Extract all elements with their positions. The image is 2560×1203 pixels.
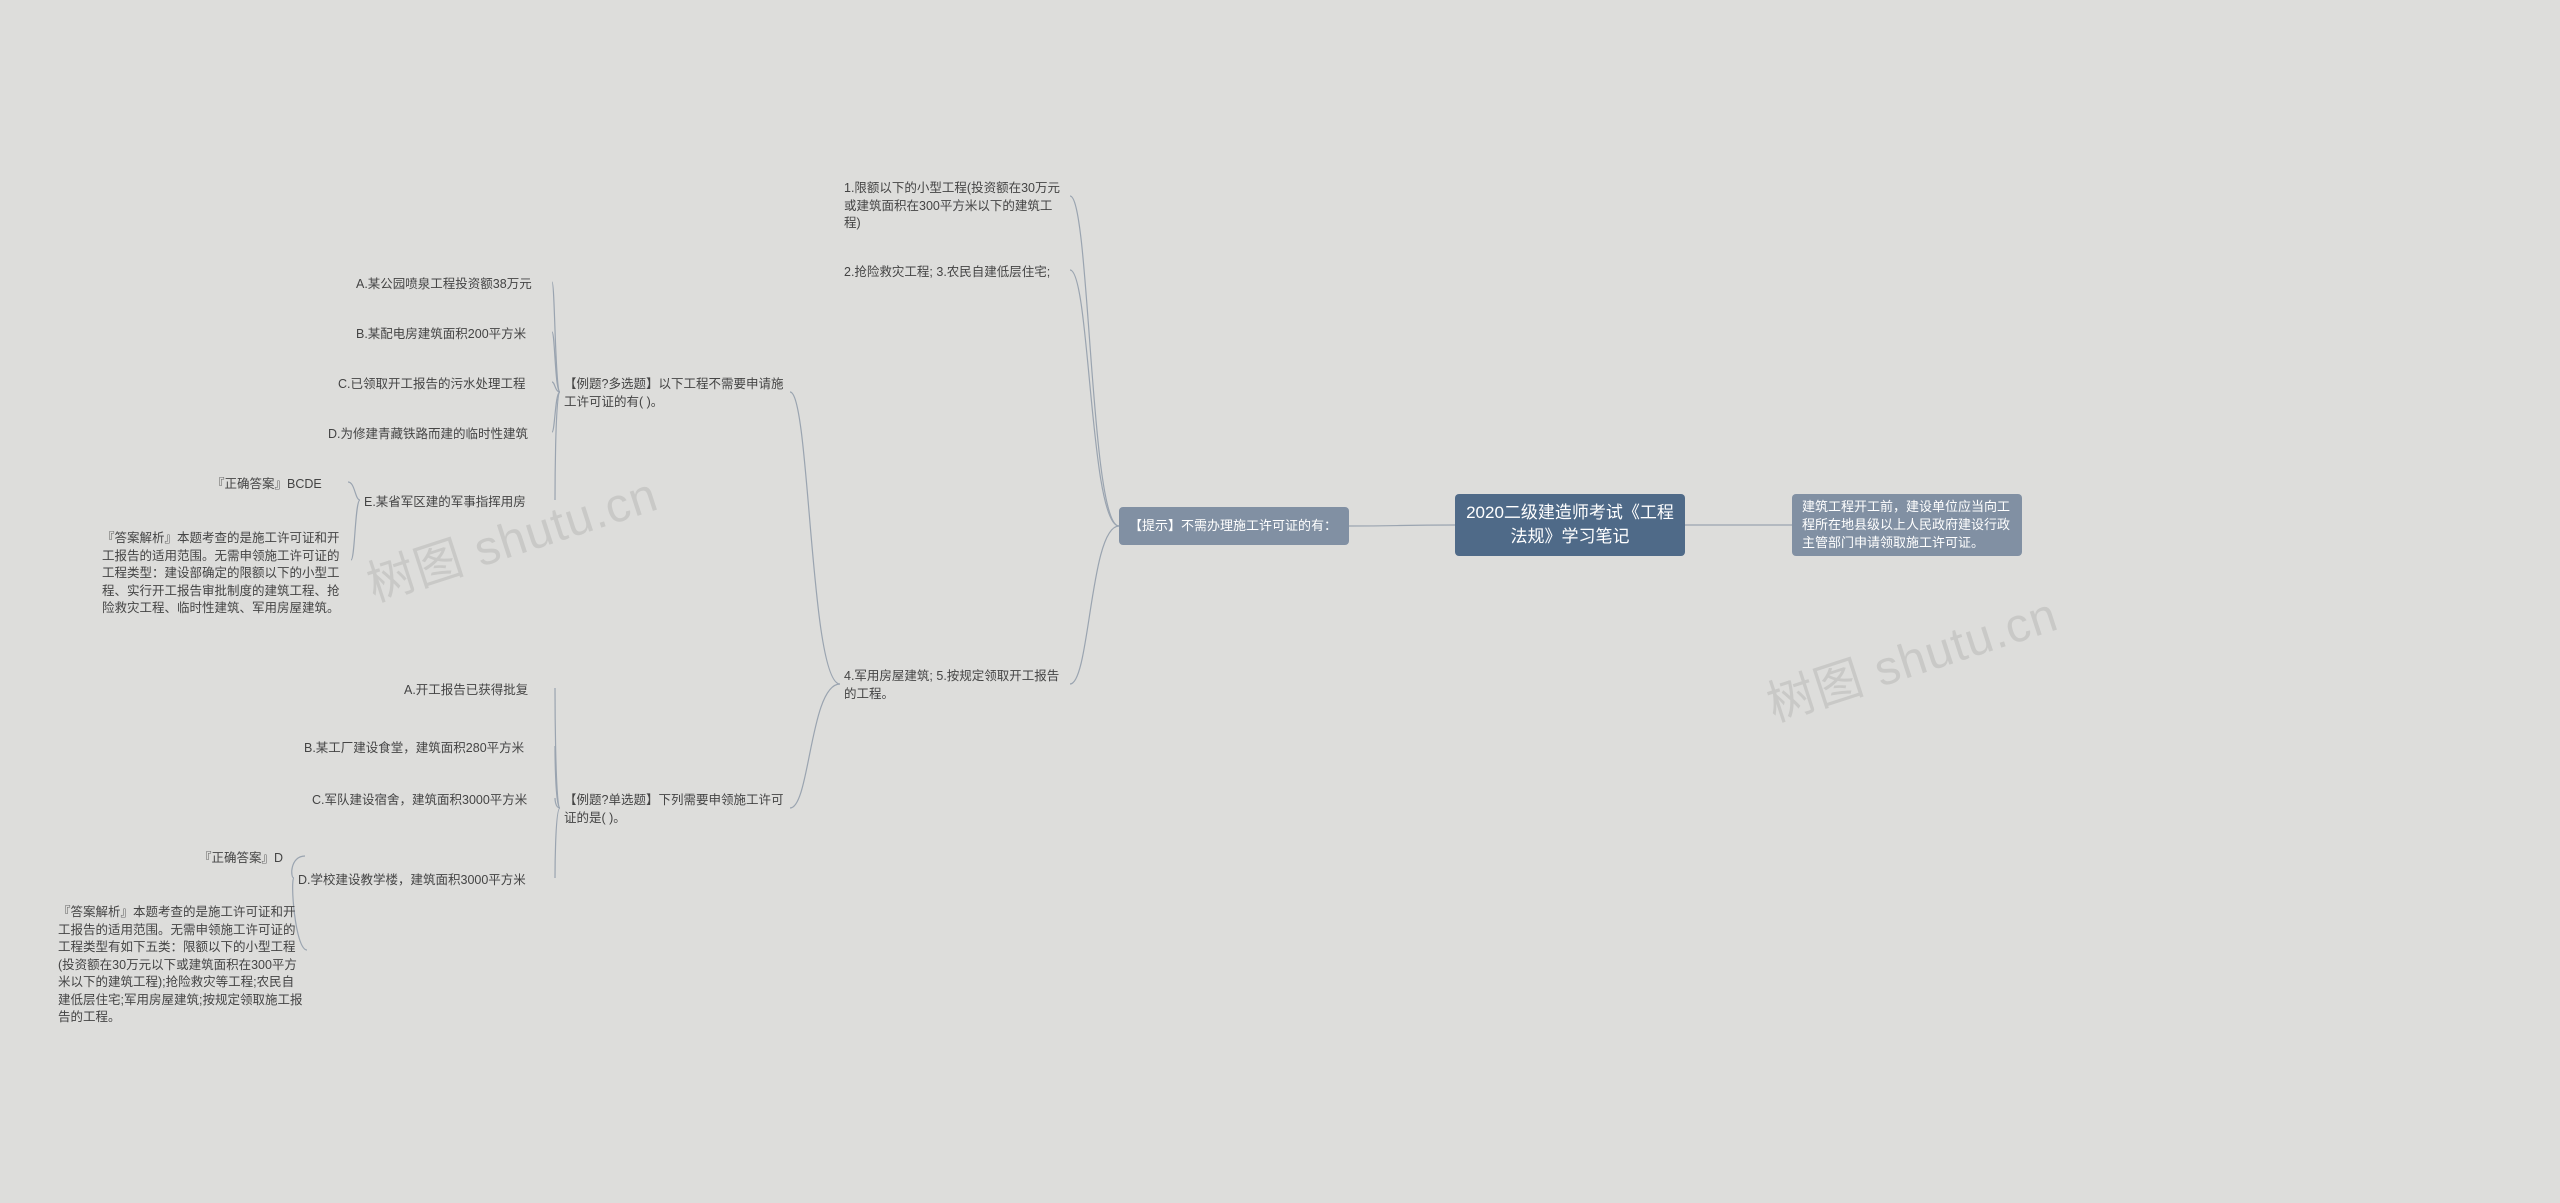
- q1-answer: 『正确答案』BCDE: [208, 474, 348, 496]
- q1-option-e[interactable]: E.某省军区建的军事指挥用房: [360, 492, 555, 514]
- watermark-1: 树图 shutu.cn: [357, 455, 666, 615]
- connector-layer: [0, 0, 2560, 1203]
- left-child-tip[interactable]: 【提示】不需办理施工许可证的有：: [1119, 507, 1349, 545]
- q2-option-b[interactable]: B.某工厂建设食堂，建筑面积280平方米: [300, 738, 555, 760]
- q1-option-a[interactable]: A.某公园喷泉工程投资额38万元: [352, 274, 552, 296]
- q2-option-c[interactable]: C.军队建设宿舍，建筑面积3000平方米: [308, 790, 555, 812]
- question-1[interactable]: 【例题?多选题】以下工程不需要申请施工许可证的有( )。: [560, 374, 790, 413]
- q1-option-d[interactable]: D.为修建青藏铁路而建的临时性建筑: [324, 424, 552, 446]
- q2-option-d[interactable]: D.学校建设教学楼，建筑面积3000平方米: [294, 870, 555, 892]
- tip-item-2-3[interactable]: 2.抢险救灾工程; 3.农民自建低层住宅;: [840, 262, 1070, 284]
- question-2[interactable]: 【例题?单选题】下列需要申领施工许可证的是( )。: [560, 790, 790, 829]
- watermark-2: 树图 shutu.cn: [1757, 575, 2066, 735]
- tip-item-1[interactable]: 1.限额以下的小型工程(投资额在30万元或建筑面积在300平方米以下的建筑工程): [840, 178, 1070, 235]
- q2-answer: 『正确答案』D: [195, 848, 305, 870]
- root-node[interactable]: 2020二级建造师考试《工程法规》学习笔记: [1455, 494, 1685, 556]
- right-child-permit-info[interactable]: 建筑工程开工前，建设单位应当向工程所在地县级以上人民政府建设行政主管部门申请领取…: [1792, 494, 2022, 556]
- q1-option-c[interactable]: C.已领取开工报告的污水处理工程: [334, 374, 552, 396]
- q1-explanation: 『答案解析』本题考查的是施工许可证和开工报告的适用范围。无需申领施工许可证的工程…: [98, 528, 351, 620]
- tip-item-4-5[interactable]: 4.军用房屋建筑; 5.按规定领取开工报告的工程。: [840, 666, 1070, 705]
- q2-option-a[interactable]: A.开工报告已获得批复: [400, 680, 555, 702]
- q2-explanation: 『答案解析』本题考查的是施工许可证和开工报告的适用范围。无需申领施工许可证的工程…: [54, 902, 307, 1029]
- q1-option-b[interactable]: B.某配电房建筑面积200平方米: [352, 324, 552, 346]
